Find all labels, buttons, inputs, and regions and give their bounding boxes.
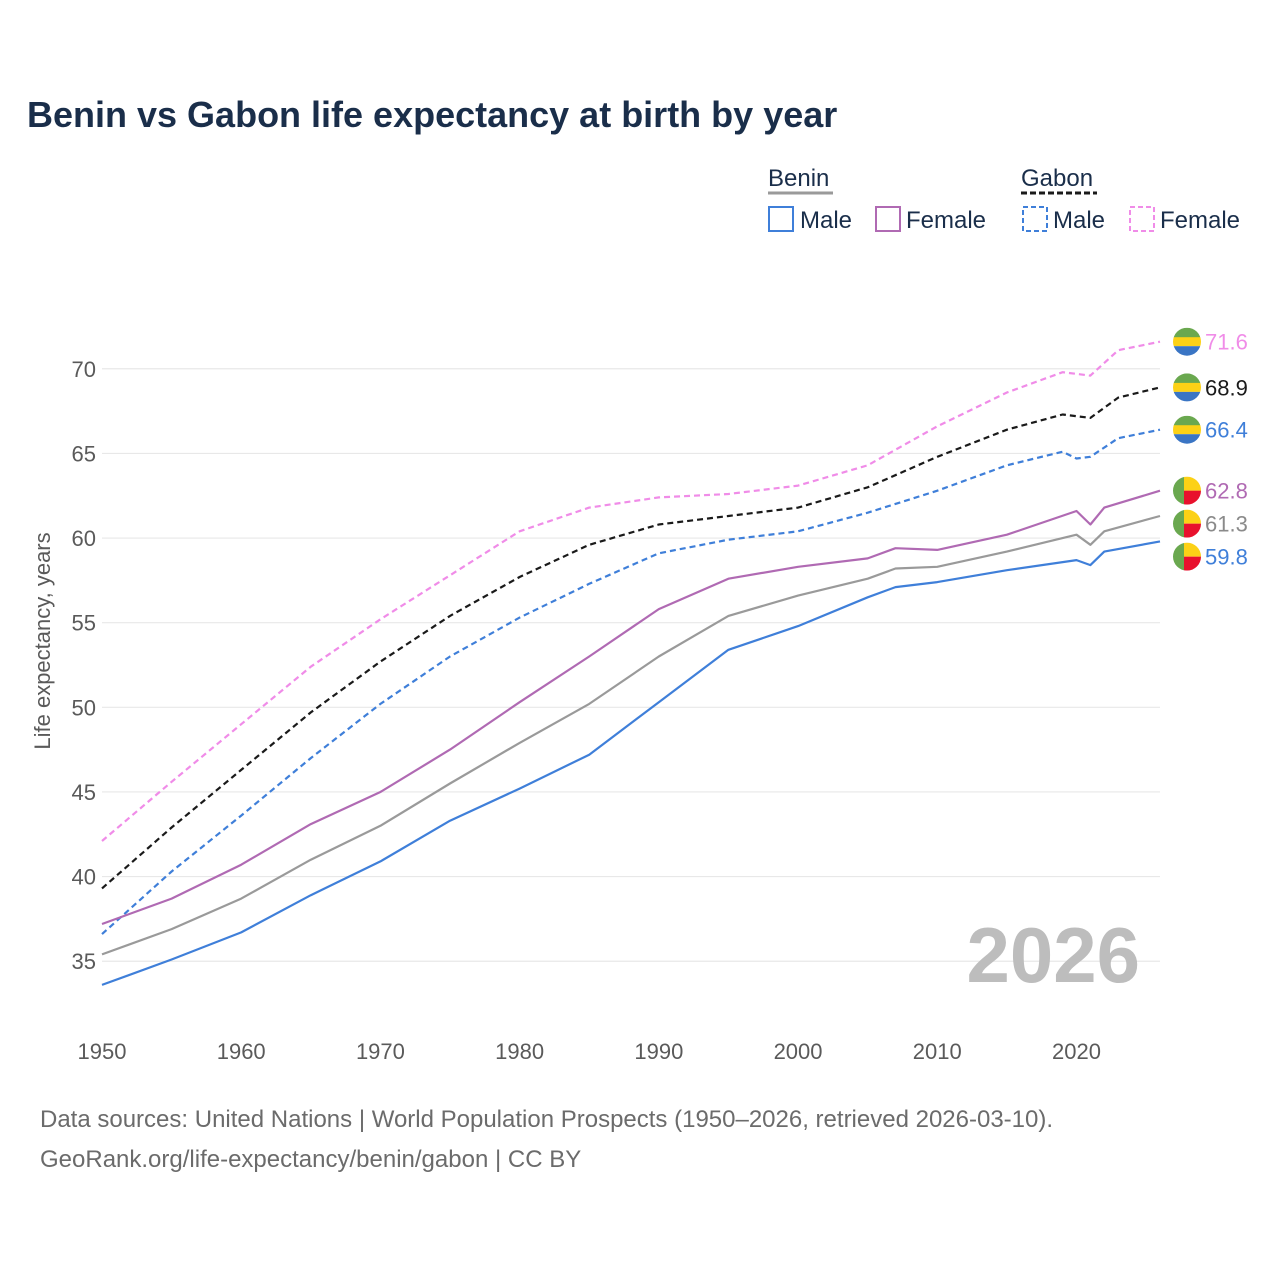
legend-benin-female-swatch[interactable] — [875, 206, 901, 232]
y-tick-label-45: 45 — [72, 780, 96, 805]
gabon-flag-icon — [1173, 327, 1201, 356]
x-tick-label-2010: 2010 — [913, 1039, 962, 1064]
x-tick-label-1960: 1960 — [217, 1039, 266, 1064]
site-credit-footer[interactable]: GeoRank.org/life-expectancy/benin/gabon … — [40, 1146, 582, 1173]
end-label-benin-both: 61.3 — [1205, 512, 1248, 537]
y-tick-label-70: 70 — [72, 357, 96, 382]
x-tick-label-1970: 1970 — [356, 1039, 405, 1064]
y-axis-label: Life expectancy, years — [30, 532, 55, 749]
legend-benin-male-label[interactable]: Male — [800, 207, 852, 234]
year-watermark: 2026 — [966, 911, 1140, 999]
benin-flag-icon — [1173, 542, 1201, 571]
legend[interactable]: Benin Male Female Gabon Male Female — [768, 165, 1240, 234]
legend-gabon-male-swatch[interactable] — [1022, 206, 1048, 232]
y-tick-label-50: 50 — [72, 695, 96, 720]
end-label-gabon-both: 68.9 — [1205, 375, 1248, 400]
series-line-benin-female[interactable] — [101, 489, 1161, 926]
legend-gabon-female-label[interactable]: Female — [1160, 207, 1240, 234]
y-tick-label-40: 40 — [72, 865, 96, 890]
grid — [102, 368, 1160, 962]
y-tick-label-55: 55 — [72, 611, 96, 636]
x-tick-label-1980: 1980 — [495, 1039, 544, 1064]
benin-flag-icon — [1173, 476, 1201, 505]
series-line-gabon-both[interactable] — [101, 386, 1161, 890]
chart-title: Benin vs Gabon life expectancy at birth … — [27, 94, 838, 135]
series-line-gabon-male[interactable] — [101, 428, 1161, 935]
series-line-benin-male[interactable] — [101, 540, 1161, 986]
x-tick-label-2000: 2000 — [774, 1039, 823, 1064]
legend-gabon-male-label[interactable]: Male — [1053, 207, 1105, 234]
x-tick-label-1950: 1950 — [78, 1039, 127, 1064]
axes: 35 40 45 50 55 60 65 70 1950 1960 1970 1980 1990 2000… — [72, 357, 1101, 1064]
legend-group-benin: Benin — [768, 165, 829, 192]
x-tick-label-1990: 1990 — [634, 1039, 683, 1064]
gabon-flag-icon — [1173, 415, 1201, 444]
series-line-benin-both[interactable] — [101, 514, 1161, 956]
legend-benin-female-label[interactable]: Female — [906, 207, 986, 234]
end-labels: 71.6 68.9 66.4 62.8 61.3 59.8 — [1173, 327, 1248, 571]
series-line-gabon-female[interactable] — [101, 340, 1161, 842]
y-tick-label-65: 65 — [72, 441, 96, 466]
data-source-footer: Data sources: United Nations | World Pop… — [40, 1106, 1054, 1133]
benin-flag-icon — [1173, 509, 1201, 538]
end-label-gabon-male: 66.4 — [1205, 418, 1248, 443]
end-label-benin-male: 59.8 — [1205, 545, 1248, 570]
end-label-gabon-female: 71.6 — [1205, 330, 1248, 355]
legend-benin-male-swatch[interactable] — [768, 206, 794, 232]
legend-gabon-female-swatch[interactable] — [1129, 206, 1155, 232]
y-tick-label-60: 60 — [72, 526, 96, 551]
end-label-benin-female: 62.8 — [1205, 479, 1248, 504]
y-tick-label-35: 35 — [72, 949, 96, 974]
series-lines — [101, 340, 1161, 986]
gabon-flag-icon — [1173, 373, 1201, 402]
x-tick-label-2020: 2020 — [1052, 1039, 1101, 1064]
legend-group-gabon: Gabon — [1021, 165, 1093, 192]
